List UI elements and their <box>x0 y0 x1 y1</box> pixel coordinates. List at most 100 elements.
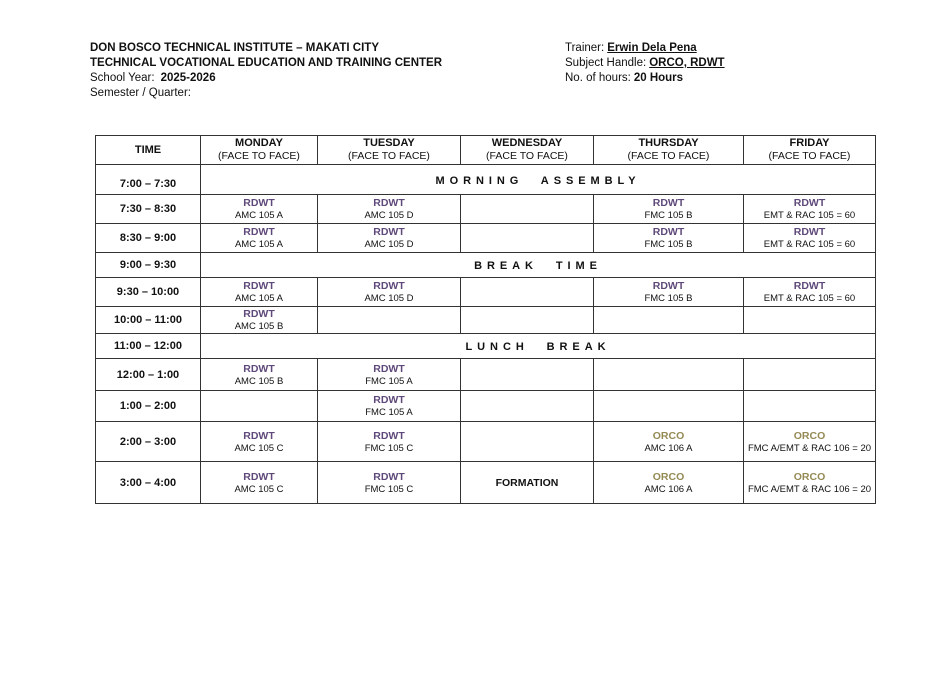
subject-code: ORCO <box>652 470 685 483</box>
class-section: AMC 106 A <box>644 442 693 454</box>
day-header-thursday: THURSDAY (FACE TO FACE) <box>593 135 744 165</box>
time-cell: 2:00 – 3:00 <box>95 421 201 462</box>
semester-quarter-label: Semester / Quarter: <box>90 87 191 99</box>
subject-code: RDWT <box>243 308 275 320</box>
schedule-cell <box>460 277 594 307</box>
time-column-header: TIME <box>95 135 201 165</box>
day-header-tuesday: TUESDAY (FACE TO FACE) <box>317 135 461 165</box>
day-mode: (FACE TO FACE) <box>768 150 851 162</box>
subject-code: RDWT <box>373 362 405 375</box>
schedule-cell: RDWT AMC 105 A <box>200 194 318 224</box>
schedule-row: 10:00 – 11:00 RDWT AMC 105 B <box>95 306 876 334</box>
time-cell: 12:00 – 1:00 <box>95 358 201 391</box>
subject-code: RDWT <box>243 197 275 209</box>
schedule-cell: RDWT FMC 105 C <box>317 421 461 462</box>
schedule-cell <box>593 358 744 391</box>
class-section: FMC 105 B <box>644 293 693 304</box>
class-section: AMC 105 A <box>234 239 284 250</box>
lunch-break-cell: LUNCH BREAK <box>200 333 876 359</box>
semester-quarter-line: Semester / Quarter: <box>90 86 442 101</box>
subject-handle-line: Subject Handle: ORCO, RDWT <box>565 56 725 71</box>
subject-code: RDWT <box>243 362 275 375</box>
schedule-cell: RDWT FMC 105 C <box>317 461 461 504</box>
schedule-row: 2:00 – 3:00 RDWT AMC 105 C RDWT FMC 105 … <box>95 421 876 462</box>
schedule-cell <box>460 390 594 422</box>
schedule-cell: RDWT FMC 105 A <box>317 390 461 422</box>
class-section: FMC 105 B <box>644 210 693 221</box>
class-section: FMC 105 A <box>365 407 413 418</box>
document-header-right: Trainer: Erwin Dela Pena Subject Handle: O… <box>565 41 725 86</box>
morning-assembly-cell: MORNING ASSEMBLY <box>200 164 876 195</box>
formation-cell: FORMATION <box>460 461 594 504</box>
time-cell: 8:30 – 9:00 <box>95 223 201 253</box>
schedule-row: 8:30 – 9:00 RDWT AMC 105 A RDWT AMC 105 … <box>95 223 876 253</box>
school-year-value: 2025-2026 <box>160 72 216 84</box>
trainer-line: Trainer: Erwin Dela Pena <box>565 41 725 56</box>
time-cell: 9:00 – 9:30 <box>95 252 201 278</box>
class-section: FMC 105 C <box>364 483 414 495</box>
schedule-cell: RDWT AMC 105 C <box>200 421 318 462</box>
class-section: EMT & RAC 105 = 60 <box>763 239 856 250</box>
schedule-row: 7:30 – 8:30 RDWT AMC 105 A RDWT AMC 105 … <box>95 194 876 224</box>
schedule-cell <box>317 306 461 334</box>
day-mode: (FACE TO FACE) <box>218 150 300 162</box>
schedule-row: 12:00 – 1:00 RDWT AMC 105 B RDWT FMC 105… <box>95 358 876 391</box>
schedule-cell <box>460 194 594 224</box>
schedule-cell <box>593 390 744 422</box>
school-year-label: School Year: <box>90 72 155 84</box>
class-section: AMC 105 C <box>234 483 284 495</box>
schedule-cell <box>460 358 594 391</box>
subject-code: ORCO <box>793 470 826 483</box>
hours-value: 20 Hours <box>633 72 684 84</box>
schedule-cell <box>460 306 594 334</box>
schedule-header-row: TIME MONDAY (FACE TO FACE) TUESDAY (FACE… <box>95 135 876 165</box>
schedule-cell: ORCO AMC 106 A <box>593 421 744 462</box>
class-section: AMC 105 C <box>234 442 284 454</box>
schedule-cell: RDWT AMC 105 D <box>317 194 461 224</box>
schedule-cell <box>460 421 594 462</box>
trainer-label: Trainer: <box>565 42 605 54</box>
schedule-cell <box>460 223 594 253</box>
subject-code: RDWT <box>652 280 685 292</box>
subject-code: RDWT <box>243 429 275 442</box>
class-section: AMC 105 D <box>364 293 414 304</box>
schedule-cell: RDWT EMT & RAC 105 = 60 <box>743 223 876 253</box>
subject-code: ORCO <box>793 429 826 442</box>
schedule-cell <box>200 390 318 422</box>
class-section: AMC 105 D <box>364 210 414 221</box>
schedule-cell: RDWT EMT & RAC 105 = 60 <box>743 277 876 307</box>
class-section: AMC 105 B <box>234 375 284 387</box>
schedule-cell <box>743 306 876 334</box>
schedule-cell: ORCO AMC 106 A <box>593 461 744 504</box>
day-header-monday: MONDAY (FACE TO FACE) <box>200 135 318 165</box>
class-section: AMC 105 A <box>234 210 284 221</box>
formation-label: FORMATION <box>495 476 559 489</box>
day-name: FRIDAY <box>789 137 830 149</box>
subject-code: RDWT <box>373 197 405 209</box>
subject-handle-value: ORCO, RDWT <box>649 57 725 69</box>
schedule-cell <box>743 390 876 422</box>
schedule-cell: ORCO FMC A/EMT & RAC 106 = 20 <box>743 421 876 462</box>
schedule-cell: RDWT FMC 105 B <box>593 194 744 224</box>
subject-code: RDWT <box>243 470 275 483</box>
time-cell: 7:30 – 8:30 <box>95 194 201 224</box>
schedule-cell: RDWT FMC 105 A <box>317 358 461 391</box>
class-section: AMC 105 A <box>234 293 284 304</box>
schedule-row: 3:00 – 4:00 RDWT AMC 105 C RDWT FMC 105 … <box>95 461 876 504</box>
schedule-cell: RDWT AMC 105 B <box>200 306 318 334</box>
time-cell: 11:00 – 12:00 <box>95 333 201 359</box>
schedule-cell: RDWT AMC 105 A <box>200 223 318 253</box>
institution-name: DON BOSCO TECHNICAL INSTITUTE – MAKATI C… <box>90 42 379 54</box>
day-mode: (FACE TO FACE) <box>486 150 568 162</box>
subject-code: RDWT <box>793 280 826 292</box>
trainer-name: Erwin Dela Pena <box>607 42 697 54</box>
schedule-cell: RDWT FMC 105 B <box>593 277 744 307</box>
break-time-label: BREAK TIME <box>474 260 602 272</box>
schedule-cell: ORCO FMC A/EMT & RAC 106 = 20 <box>743 461 876 504</box>
schedule-cell <box>593 306 744 334</box>
schedule-row: 11:00 – 12:00 LUNCH BREAK <box>95 333 876 359</box>
subject-code: RDWT <box>373 429 405 442</box>
day-name: THURSDAY <box>638 137 699 149</box>
class-section: FMC A/EMT & RAC 106 = 20 <box>747 483 872 495</box>
subject-code: ORCO <box>652 429 685 442</box>
